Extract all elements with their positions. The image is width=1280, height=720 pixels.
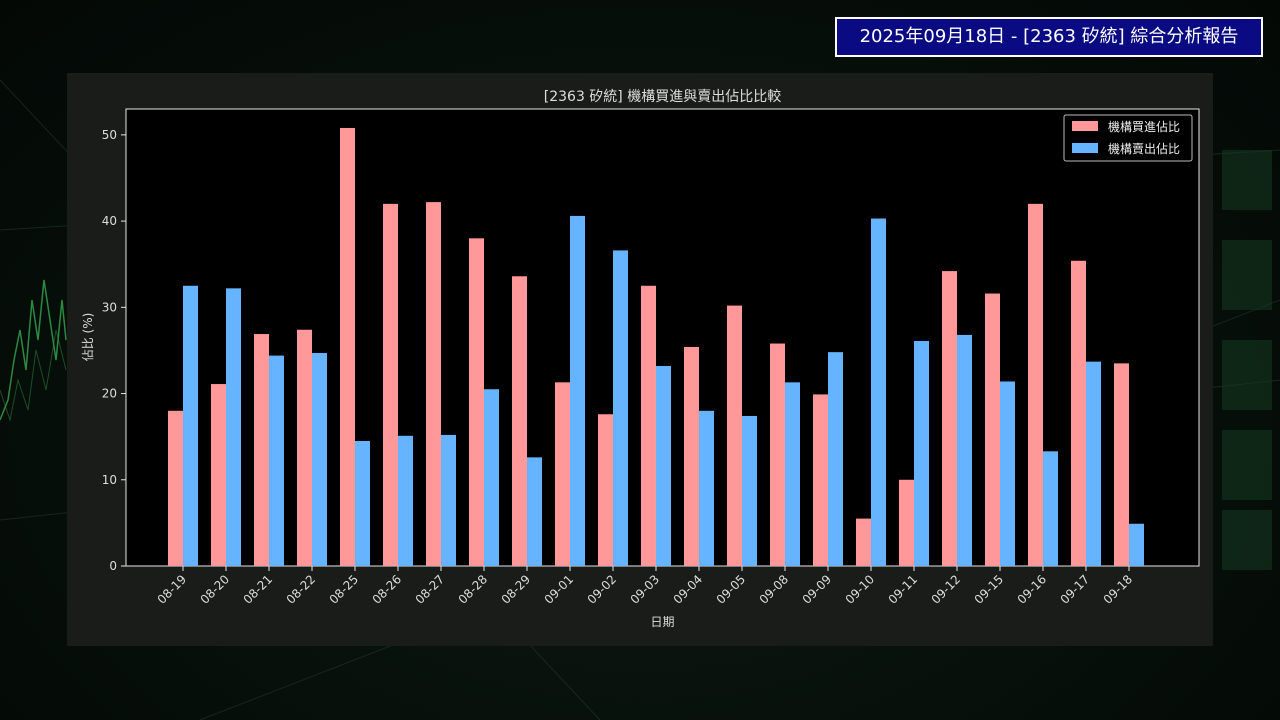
x-tick-label: 09-12	[929, 572, 964, 607]
x-tick-label: 09-01	[542, 572, 577, 607]
bar-sell	[957, 334, 972, 566]
bar-chart: [2363 矽統] 機構買進與賣出佔比比較 日期 佔比 (%) 0 10 20 30 4…	[81, 89, 1200, 629]
x-tick-label: 09-05	[714, 572, 749, 607]
x-tick-label: 08-29	[499, 572, 534, 607]
bar-sell	[355, 440, 370, 566]
bar-buy	[297, 329, 312, 566]
x-tick-label: 09-04	[671, 572, 706, 607]
y-tick-label: 50	[102, 128, 117, 142]
bar-sell	[828, 352, 843, 566]
bar-buy	[383, 203, 398, 566]
bar-buy	[512, 276, 527, 566]
legend-swatch-buy	[1072, 121, 1098, 131]
x-tick-label: 09-03	[628, 572, 663, 607]
y-tick-label: 0	[109, 559, 117, 573]
y-tick-label: 30	[102, 300, 117, 314]
bar-sell	[398, 435, 413, 566]
y-axis-label: 佔比 (%)	[81, 313, 95, 362]
bar-sell	[699, 410, 714, 566]
bar-buy	[254, 334, 269, 566]
legend-swatch-sell	[1072, 143, 1098, 153]
bar-sell	[527, 457, 542, 566]
bar-sell	[1000, 381, 1015, 566]
bar-buy	[555, 382, 570, 566]
bar-sell	[312, 353, 327, 566]
bar-sell	[183, 285, 198, 566]
bar-buy	[469, 238, 484, 566]
y-tick-label: 20	[102, 387, 117, 401]
bar-sell	[570, 215, 585, 566]
bar-sell	[613, 250, 628, 566]
bar-buy	[942, 271, 957, 566]
bar-buy	[813, 394, 828, 566]
bar-sell	[871, 218, 886, 566]
x-tick-label: 08-26	[370, 572, 405, 607]
legend-label-buy: 機構買進佔比	[1108, 119, 1180, 134]
x-tick-label: 09-09	[800, 572, 835, 607]
x-tick-label: 08-27	[413, 572, 448, 607]
x-tick-label: 09-17	[1058, 572, 1093, 607]
x-tick-label: 08-21	[241, 572, 276, 607]
bar-sell	[1129, 523, 1144, 566]
bar-sell	[1086, 361, 1101, 566]
bar-sell	[226, 288, 241, 566]
bar-sell	[785, 382, 800, 566]
report-title: 2025年09月18日 - [2363 矽統] 綜合分析報告	[835, 17, 1263, 57]
bar-buy	[641, 285, 656, 566]
x-tick-label: 09-10	[843, 572, 878, 607]
legend: 機構買進佔比 機構賣出佔比	[1063, 114, 1193, 162]
bar-sell	[484, 389, 499, 566]
bar-buy	[770, 343, 785, 566]
bar-buy	[1071, 260, 1086, 566]
x-tick-label: 08-25	[327, 572, 362, 607]
x-tick-label: 08-20	[198, 572, 233, 607]
bar-buy	[1114, 363, 1129, 566]
legend-label-sell: 機構賣出佔比	[1108, 141, 1180, 156]
chart-panel: [2363 矽統] 機構買進與賣出佔比比較 日期 佔比 (%) 0 10 20 30 4…	[67, 73, 1213, 646]
x-tick-label: 08-22	[284, 572, 319, 607]
x-tick-label: 09-15	[972, 572, 1007, 607]
bar-buy	[211, 384, 226, 566]
x-axis: 08-19 08-20 08-21 08-22 08-25 08-26 08-27 08-28…	[155, 566, 1136, 607]
bar-buy	[899, 479, 914, 566]
bar-sell	[1043, 451, 1058, 566]
bar-buy	[727, 305, 742, 566]
bar-buy	[426, 202, 441, 567]
x-tick-label: 09-16	[1015, 572, 1050, 607]
y-tick-label: 40	[102, 214, 117, 228]
bar-sell	[742, 415, 757, 566]
x-axis-label: 日期	[650, 615, 674, 629]
bar-sell	[656, 365, 671, 566]
bar-sell	[441, 434, 456, 566]
x-tick-label: 08-28	[456, 572, 491, 607]
x-tick-label: 09-18	[1101, 572, 1136, 607]
y-axis: 0 10 20 30 40 50	[102, 128, 126, 573]
bar-sell	[269, 355, 284, 566]
x-tick-label: 09-02	[585, 572, 620, 607]
bar-buy	[598, 414, 613, 566]
bar-buy	[340, 127, 355, 566]
bar-buy	[168, 410, 183, 566]
bar-sell	[914, 340, 929, 566]
x-tick-label: 09-08	[757, 572, 792, 607]
bar-buy	[856, 518, 871, 566]
x-tick-label: 08-19	[155, 572, 190, 607]
bars	[168, 127, 1144, 567]
chart-title: [2363 矽統] 機構買進與賣出佔比比較	[544, 89, 781, 105]
y-tick-label: 10	[102, 473, 117, 487]
bar-buy	[1028, 203, 1043, 566]
x-tick-label: 09-11	[886, 572, 921, 607]
bar-buy	[684, 346, 699, 566]
bar-buy	[985, 293, 1000, 566]
